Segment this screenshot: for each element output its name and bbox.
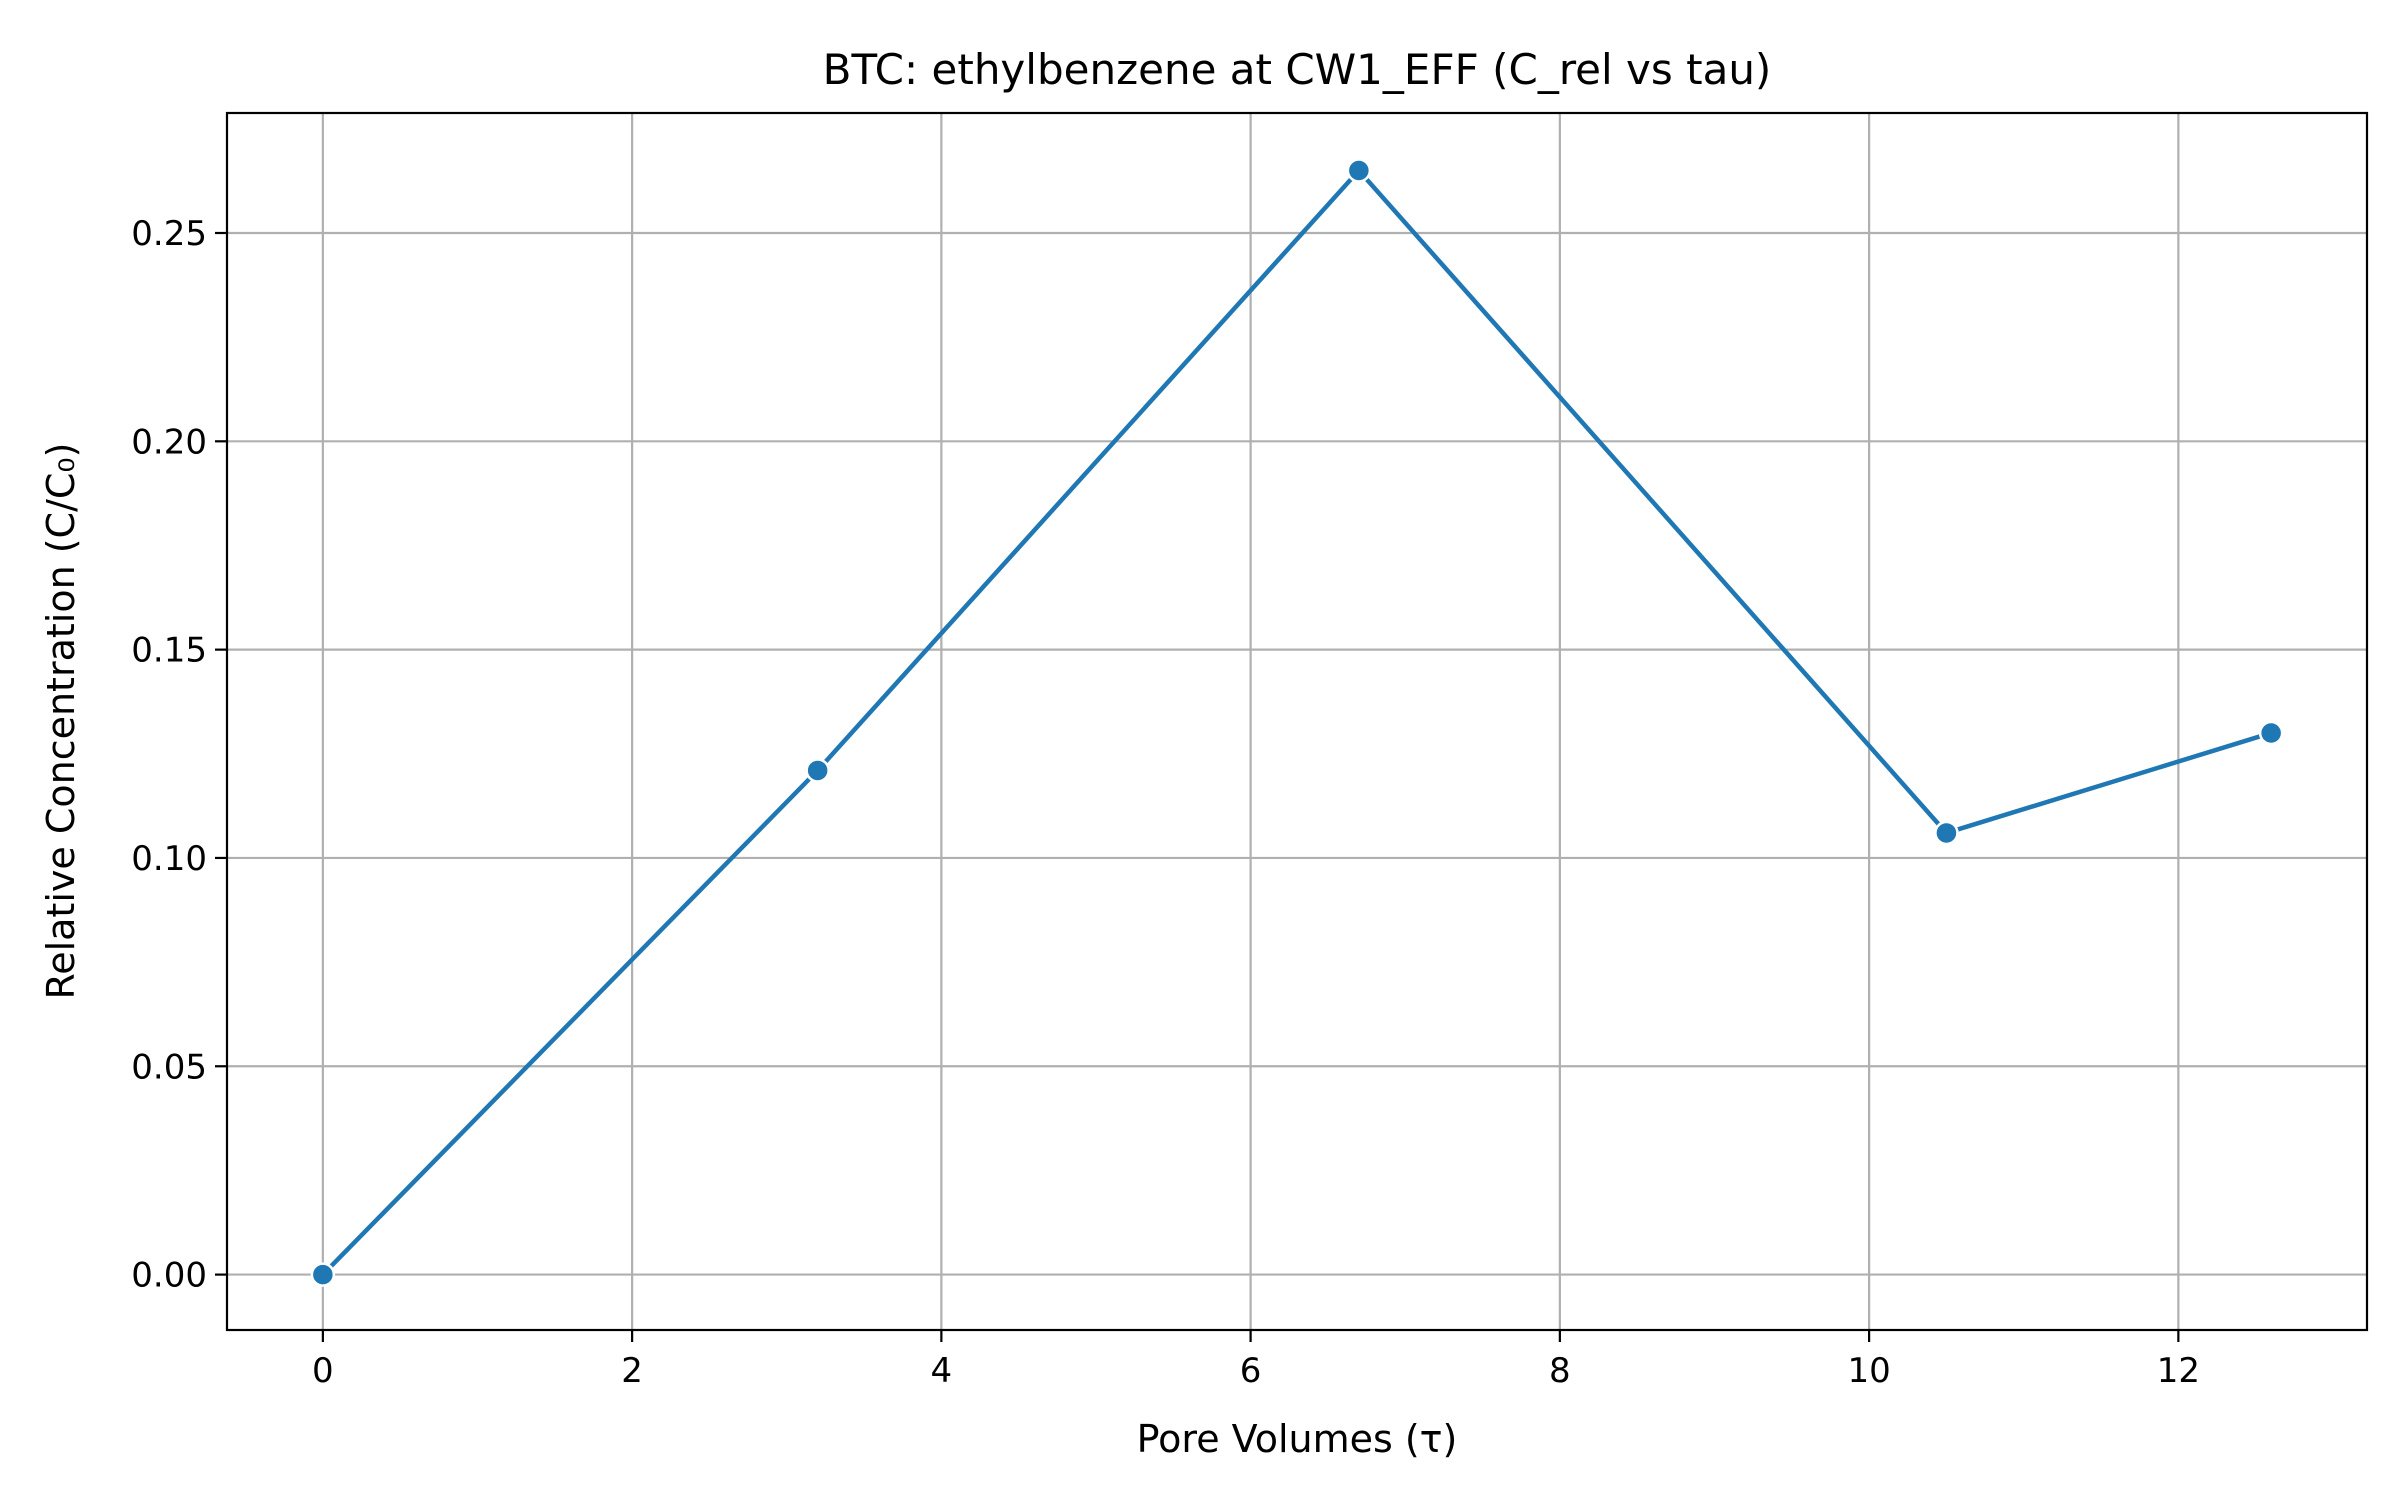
x-tick-label: 6 bbox=[1240, 1351, 1262, 1391]
data-point bbox=[1346, 158, 1372, 183]
grid bbox=[227, 113, 2367, 1330]
series-layer bbox=[310, 158, 2284, 1287]
x-tick-label: 2 bbox=[621, 1351, 643, 1391]
y-tick-label: 0.20 bbox=[131, 422, 207, 462]
data-point bbox=[2258, 720, 2284, 746]
data-point bbox=[310, 1262, 336, 1287]
axis-ticks: 0 2 4 6 8 10 12 0.00 0.05 0.10 0.15 0.20 0.25 bbox=[131, 214, 2200, 1391]
y-tick-label: 0.05 bbox=[131, 1047, 207, 1087]
y-tick-label: 0.10 bbox=[131, 839, 207, 879]
data-point bbox=[805, 758, 830, 783]
x-tick-label: 8 bbox=[1549, 1351, 1571, 1391]
x-tick-label: 0 bbox=[312, 1351, 334, 1391]
x-tick-label: 4 bbox=[931, 1351, 953, 1391]
y-tick-label: 0.15 bbox=[131, 631, 207, 671]
chart-title: BTC: ethylbenzene at CW1_EFF (C_rel vs t… bbox=[823, 45, 1772, 94]
x-tick-label: 12 bbox=[2157, 1351, 2200, 1391]
y-tick-label: 0.00 bbox=[131, 1256, 207, 1296]
y-axis-label: Relative Concentration (C/C₀) bbox=[39, 443, 83, 1000]
plot-frame bbox=[225, 111, 2369, 1332]
y-tick-label: 0.25 bbox=[131, 214, 207, 254]
data-point bbox=[1934, 820, 1959, 846]
x-tick-label: 10 bbox=[1847, 1351, 1890, 1391]
x-axis-label: Pore Volumes (τ) bbox=[1137, 1417, 1458, 1461]
